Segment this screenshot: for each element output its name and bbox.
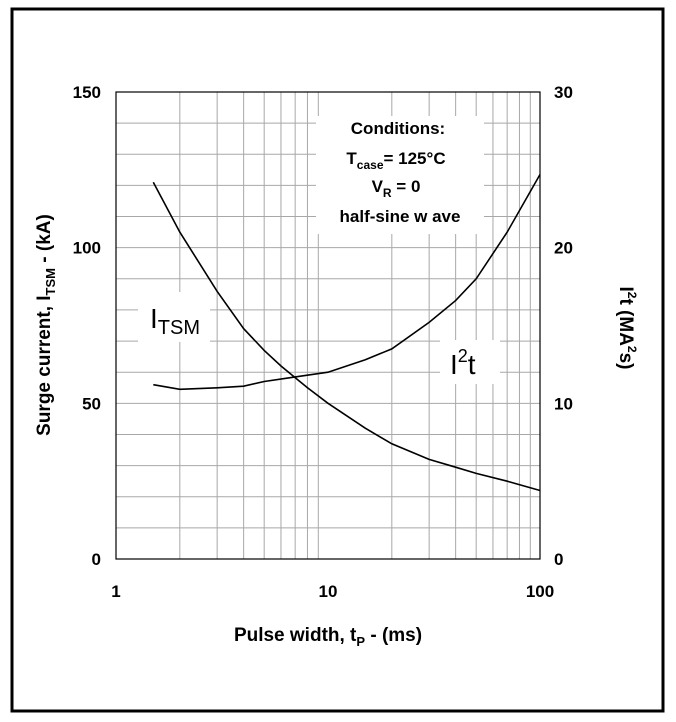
y-axis-left-title: Surge current, ITSM - (kA) bbox=[34, 214, 58, 436]
x-axis-title: Pulse width, tP - (ms) bbox=[234, 625, 422, 649]
x-tick-label: 100 bbox=[526, 582, 554, 601]
y-right-tick-label: 0 bbox=[554, 550, 563, 569]
itsm-label-bg bbox=[138, 292, 210, 342]
conditions-title: Conditions: bbox=[351, 119, 445, 138]
y-left-tick-label: 100 bbox=[73, 239, 101, 258]
i2t-label-bg bbox=[440, 340, 500, 384]
y-left-tick-label: 150 bbox=[73, 83, 101, 102]
plot-area bbox=[115, 91, 541, 560]
figure-border bbox=[10, 7, 665, 713]
y-right-tick-label: 10 bbox=[554, 394, 573, 413]
conditions-box bbox=[316, 116, 484, 234]
y-axis-right-title: I2t (MA2s) bbox=[615, 286, 639, 369]
x-tick-label: 10 bbox=[319, 582, 338, 601]
conditions-vr: VR = 0 bbox=[372, 177, 421, 200]
series-label-i2t: I2t bbox=[450, 346, 476, 380]
series-label-itsm: ITSM bbox=[150, 303, 200, 339]
series-group bbox=[152, 174, 541, 492]
series-line-itsm bbox=[152, 181, 541, 492]
conditions-waveform: half-sine w ave bbox=[340, 207, 461, 226]
y-left-tick-label: 0 bbox=[92, 550, 101, 569]
series-line-i2t bbox=[153, 174, 541, 391]
conditions-temp: Tcase= 125°C bbox=[346, 149, 445, 172]
y-right-tick-label: 30 bbox=[554, 83, 573, 102]
y-left-tick-label: 50 bbox=[82, 394, 101, 413]
y-right-tick-label: 20 bbox=[554, 239, 573, 258]
x-tick-label: 1 bbox=[111, 582, 120, 601]
